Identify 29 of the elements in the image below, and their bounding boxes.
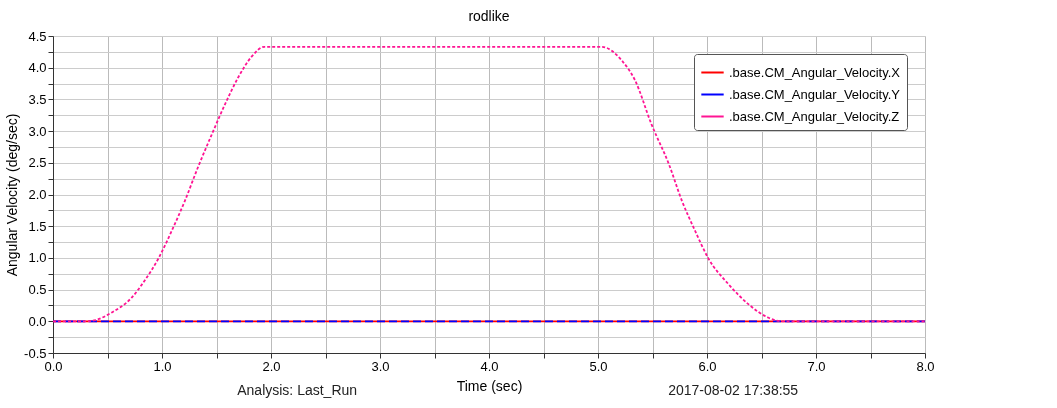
x-tick-label: 3.0: [371, 358, 390, 374]
x-tick-label: 5.0: [589, 358, 608, 374]
x-tick-label: 0.0: [44, 358, 63, 374]
y-tick-label: 2.0: [28, 187, 47, 202]
line-series: [52, 45, 926, 323]
legend-label: .base.CM_Angular_Velocity.Y: [729, 86, 901, 102]
x-tick-label: 7.0: [807, 358, 826, 374]
x-tick-label: 6.0: [698, 358, 717, 374]
y-tick-label: 3.5: [28, 91, 47, 107]
y-axis-title: Angular Velocity (deg/sec): [4, 113, 21, 277]
y-tick-label: 4.0: [28, 60, 47, 76]
y-tick-label: 3.0: [28, 123, 47, 139]
text: Analysis: Last_Run: [237, 382, 358, 398]
legend-label: .base.CM_Angular_Velocity.Z: [729, 108, 900, 124]
x-tick-label: 2.0: [262, 358, 281, 374]
y-tick-label: -0.5: [24, 345, 47, 361]
y-tick-label: 4.5: [28, 28, 47, 44]
x-axis-title: Time (sec): [456, 377, 523, 394]
x-tick-label: 4.0: [480, 358, 499, 374]
x-tick-label: 8.0: [916, 358, 935, 374]
y-tick-label: 1.5: [28, 218, 47, 234]
legend-label: .base.CM_Angular_Velocity.X: [729, 64, 901, 80]
y-tick-label: 2.5: [28, 155, 47, 171]
y-tick-label: 1.0: [28, 250, 47, 266]
y-tick-label: 0.0: [28, 313, 47, 329]
x-tick-label: 1.0: [153, 358, 172, 374]
y-tick-label: 0.5: [28, 282, 47, 298]
chart-title: rodlike: [468, 8, 510, 24]
text: 2017-08-02 17:38:55: [668, 382, 799, 398]
